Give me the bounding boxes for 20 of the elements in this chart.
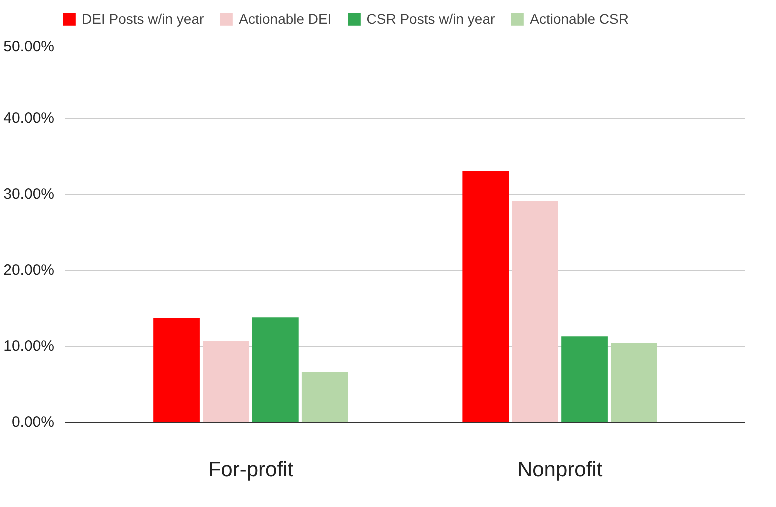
y-tick-label: 30.00% xyxy=(4,186,54,203)
bar xyxy=(462,170,510,422)
x-tick-label: For-profit xyxy=(208,458,294,482)
bar xyxy=(203,341,250,422)
y-tick-label: 40.00% xyxy=(4,110,54,127)
legend-label: Actionable DEI xyxy=(239,11,332,27)
bar xyxy=(154,318,200,422)
bar xyxy=(302,372,348,422)
y-tick-label: 10.00% xyxy=(4,338,54,355)
legend-label: CSR Posts w/in year xyxy=(366,11,496,27)
bar xyxy=(611,343,658,422)
legend-label: Actionable CSR xyxy=(530,11,629,27)
y-tick-label: 50.00% xyxy=(4,38,54,56)
y-tick-label: 0.00% xyxy=(12,414,55,431)
bar xyxy=(562,336,608,422)
bar xyxy=(512,201,558,422)
bar xyxy=(252,318,299,422)
legend-label: DEI Posts w/in year xyxy=(82,11,204,27)
y-tick-label: 20.00% xyxy=(4,262,54,279)
x-tick-label: Nonprofit xyxy=(517,458,603,482)
